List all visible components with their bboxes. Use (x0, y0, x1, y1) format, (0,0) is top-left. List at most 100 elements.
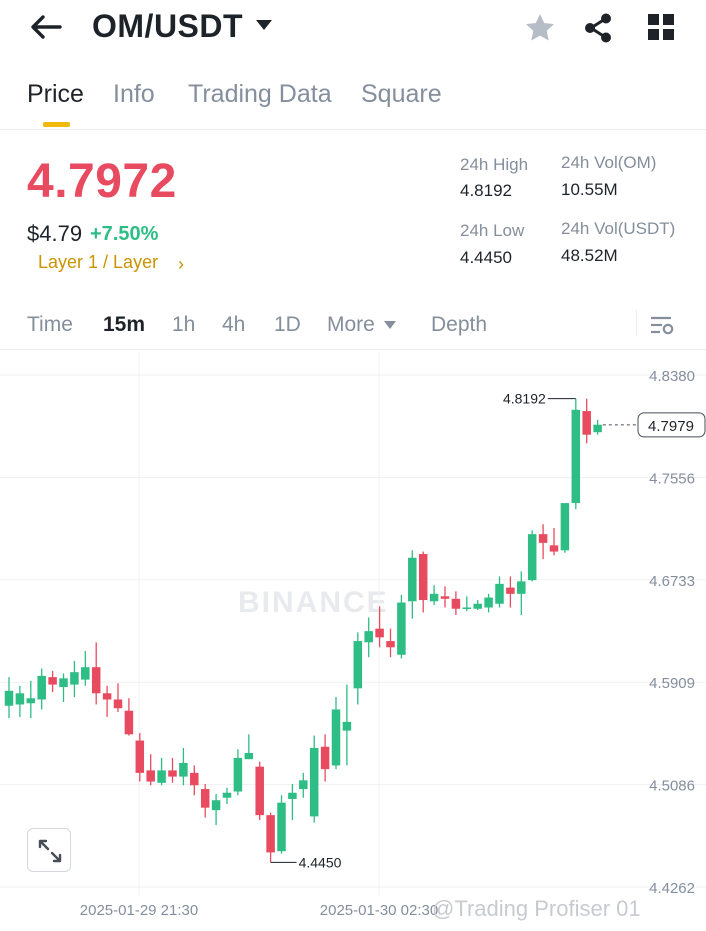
x-tick-label: 2025-01-29 21:30 (80, 902, 198, 919)
candle-body (157, 770, 166, 783)
low-label: 24h Low (460, 221, 525, 240)
caret-down-icon[interactable] (254, 18, 274, 32)
candle-body (91, 667, 101, 694)
tab-bar: Price Info Trading Data Square (0, 70, 706, 130)
candle-body (386, 641, 395, 648)
candle-body (48, 677, 57, 685)
y-tick-label: 4.4262 (649, 880, 695, 897)
candle-body (429, 593, 439, 602)
candle-body (484, 597, 493, 608)
candle-body (549, 545, 559, 552)
candle-body (135, 740, 145, 773)
current-price-box (637, 412, 706, 438)
candle-body (222, 792, 232, 798)
candle-body (375, 628, 384, 638)
candle-body (506, 587, 515, 594)
y-tick-label: 4.6733 (649, 573, 695, 590)
high-marker-label: 4.8192 (503, 391, 546, 407)
low-marker-label: 4.4450 (299, 854, 342, 870)
candle-body (582, 411, 591, 435)
candle-body (190, 772, 199, 786)
interval-more[interactable]: More (327, 313, 375, 336)
candle-body (179, 762, 188, 777)
binance-watermark: BINANCE (238, 586, 389, 619)
candle-body (527, 534, 537, 581)
y-tick-label: 4.7556 (649, 470, 695, 487)
candle-body (211, 800, 221, 811)
candle-body (124, 710, 134, 735)
current-price-label: 4.7979 (648, 418, 694, 435)
tab-info[interactable]: Info (113, 80, 155, 108)
x-tick-label: 2025-01-30 02:30 (320, 902, 438, 919)
low-value: 4.4450 (460, 248, 512, 267)
expand-chart-button[interactable] (27, 828, 71, 872)
chart-canvas[interactable]: 4.8380 4.7556 4.6733 4.5909 4.5086 4.4262 4.81… (0, 352, 706, 931)
star-icon[interactable] (524, 12, 556, 44)
candle-body (102, 693, 112, 700)
vol-base-value: 10.55M (561, 180, 618, 199)
candle-body (593, 424, 602, 433)
vol-quote-label: 24h Vol(USDT) (561, 219, 676, 238)
candle-body (59, 678, 68, 688)
candle-body (560, 503, 570, 551)
divider (636, 310, 637, 336)
y-tick-label: 4.8380 (649, 368, 695, 385)
candle-body (408, 557, 417, 602)
candle-body (146, 770, 155, 782)
active-tab-indicator (43, 122, 70, 127)
candle-body (462, 607, 472, 610)
candle-body (168, 770, 177, 777)
high-value: 4.8192 (460, 181, 512, 200)
candle-body (309, 747, 319, 817)
interval-depth[interactable]: Depth (431, 313, 488, 336)
interval-1d[interactable]: 1D (274, 313, 301, 336)
candle-body (200, 789, 210, 808)
candlestick-chart[interactable]: BINANCE 4.8380 4.7556 4.6733 4.5909 4.5086 4.… (0, 352, 706, 931)
candle-body (266, 815, 275, 853)
candle-body (353, 641, 363, 689)
credit-watermark: @Trading Profiser 01 (432, 896, 641, 921)
candle-body (15, 693, 25, 705)
high-label: 24h High (460, 155, 529, 174)
caret-down-icon[interactable] (383, 320, 397, 330)
candle-body (473, 603, 482, 609)
tab-square[interactable]: Square (361, 80, 442, 108)
grid-icon[interactable] (646, 12, 676, 42)
expand-icon (38, 839, 62, 863)
candle-body (320, 746, 330, 770)
chevron-right-icon[interactable]: › (178, 254, 184, 274)
tab-price[interactable]: Price (27, 80, 84, 108)
interval-bar: Time 15m 1h 4h 1D More Depth (0, 300, 706, 350)
interval-1h[interactable]: 1h (172, 313, 196, 336)
chart-settings-icon[interactable] (649, 314, 675, 338)
candle-body (244, 752, 254, 760)
usd-price: $4.79 (27, 221, 83, 246)
candle-body (255, 766, 264, 816)
back-arrow-icon[interactable] (28, 12, 64, 42)
y-tick-label: 4.5086 (649, 778, 695, 795)
category-tags-link[interactable]: Layer 1 / Layer (38, 252, 159, 272)
top-bar: OM/USDT (0, 0, 706, 58)
interval-time[interactable]: Time (27, 313, 73, 336)
candle-body (571, 409, 581, 504)
candle-body (113, 699, 123, 709)
last-price: 4.7972 (27, 155, 177, 208)
pair-title[interactable]: OM/USDT (92, 8, 244, 44)
candle-body (277, 802, 286, 852)
price-change-percent: +7.50% (90, 223, 159, 245)
candle-body (397, 602, 406, 655)
candle-body (288, 792, 297, 799)
candle-body (440, 596, 450, 599)
candle-body (70, 672, 79, 685)
interval-15m[interactable]: 15m (103, 313, 146, 336)
candle-body (517, 581, 526, 594)
candle-body (299, 780, 308, 790)
interval-4h[interactable]: 4h (222, 313, 246, 336)
candle-body (26, 698, 36, 704)
vol-base-label: 24h Vol(OM) (561, 153, 657, 172)
share-icon[interactable] (582, 12, 614, 44)
candle-body (331, 709, 341, 766)
candle-body (81, 667, 90, 680)
candle-body (418, 554, 428, 601)
tab-trading-data[interactable]: Trading Data (188, 80, 332, 108)
